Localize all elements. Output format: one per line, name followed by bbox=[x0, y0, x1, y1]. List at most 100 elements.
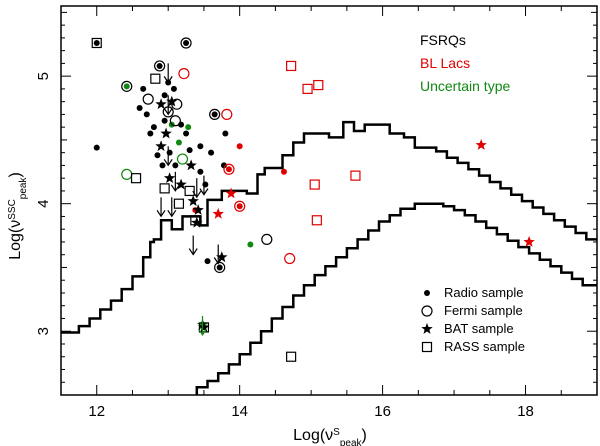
data-point-dot bbox=[136, 105, 143, 112]
type-legend-entry: FSRQs bbox=[420, 32, 466, 48]
marker-legend: Radio sample Fermi sample BAT sample RASS s… bbox=[421, 285, 525, 354]
data-point-star bbox=[212, 207, 224, 219]
data-point-star bbox=[191, 216, 203, 228]
data-point-circle bbox=[121, 80, 133, 92]
data-point-square bbox=[286, 60, 297, 72]
data-point-dot bbox=[211, 111, 218, 118]
data-point-square bbox=[150, 73, 161, 84]
data-point-dot bbox=[236, 143, 243, 150]
y-tick-label: 5 bbox=[35, 72, 52, 80]
marker-legend-symbol bbox=[421, 341, 433, 353]
data-point-dot bbox=[175, 139, 182, 146]
data-point-circle bbox=[180, 37, 192, 49]
data-point-square bbox=[130, 173, 142, 184]
data-point-dot bbox=[225, 166, 232, 173]
upper-limit-arrow bbox=[163, 63, 173, 84]
type-legend-entry: BL Lacs bbox=[420, 55, 470, 71]
data-point-square bbox=[313, 79, 324, 91]
axes-layer bbox=[60, 5, 598, 396]
data-point-star bbox=[216, 251, 228, 263]
data-point-star bbox=[163, 172, 176, 183]
data-point-star bbox=[198, 321, 210, 333]
data-point-dot bbox=[178, 121, 185, 128]
data-point-square bbox=[311, 215, 322, 226]
data-point-star bbox=[475, 139, 487, 150]
x-tick-label: 14 bbox=[231, 403, 248, 420]
data-point-star bbox=[225, 187, 237, 199]
data-point-dot bbox=[143, 111, 150, 118]
data-point-circle bbox=[176, 153, 189, 165]
data-point-circle bbox=[234, 200, 246, 212]
upper-limit-arrow bbox=[188, 235, 198, 256]
data-point-circle bbox=[178, 67, 190, 80]
upper-limit-arrow bbox=[163, 95, 173, 116]
data-point-circle bbox=[221, 108, 233, 121]
data-point-square bbox=[173, 198, 185, 209]
data-point-dot bbox=[161, 92, 168, 99]
marker-legend-label: Fermi sample bbox=[444, 303, 523, 318]
data-point-star bbox=[166, 95, 178, 107]
data-point-dot bbox=[147, 130, 154, 137]
marker-legend-symbol bbox=[421, 323, 433, 334]
upper-limit-arrow bbox=[213, 244, 223, 265]
lower-step-curve bbox=[195, 202, 597, 395]
plot-frame bbox=[60, 5, 598, 396]
upper-limit-arrow bbox=[199, 175, 209, 196]
type-legend-entry: Uncertain type bbox=[420, 78, 510, 94]
data-point-dot bbox=[93, 39, 100, 46]
marker-legend-symbol bbox=[421, 305, 433, 317]
type-legend: FSRQs BL Lacs Uncertain type bbox=[420, 32, 510, 94]
data-point-square bbox=[302, 83, 313, 95]
data-point-square bbox=[184, 185, 195, 197]
data-point-circle bbox=[209, 108, 221, 121]
y-axis-label: Log(νSSCpeak) bbox=[7, 172, 29, 260]
data-point-dot bbox=[247, 241, 254, 248]
data-point-dot bbox=[186, 147, 193, 154]
marker-legend-label: RASS sample bbox=[444, 339, 525, 354]
y-tick-label: 3 bbox=[35, 327, 52, 335]
data-point-circle bbox=[223, 163, 235, 175]
data-point-dot bbox=[150, 124, 157, 131]
data-point-dot bbox=[222, 130, 229, 137]
data-point-star bbox=[160, 127, 172, 139]
data-point-dot bbox=[156, 62, 163, 69]
data-point-dot bbox=[220, 162, 227, 169]
upper-limit-arrow bbox=[156, 197, 166, 218]
data-point-circle bbox=[214, 261, 226, 274]
x-axis-label: Log(νSpeak) bbox=[293, 427, 367, 446]
data-point-circle bbox=[121, 168, 133, 180]
data-point-dot bbox=[123, 83, 130, 90]
x-tick-label: 12 bbox=[88, 403, 105, 420]
x-tick-label: 18 bbox=[517, 403, 534, 420]
data-point-dot bbox=[280, 168, 287, 175]
curves-layer bbox=[61, 120, 597, 395]
data-point-circle bbox=[171, 98, 183, 110]
data-point-square bbox=[91, 37, 102, 49]
data-point-circle bbox=[169, 115, 181, 127]
data-point-dot bbox=[197, 143, 204, 150]
y-tick-label: 4 bbox=[35, 200, 52, 208]
upper-step-curve bbox=[61, 120, 597, 334]
marker-legend-label: BAT sample bbox=[444, 321, 514, 336]
data-point-star bbox=[185, 159, 197, 171]
ticks-layer: 12 14 16 18 3 4 5 bbox=[35, 6, 598, 420]
marker-legend-symbol bbox=[424, 290, 430, 296]
marker-legend-label: Radio sample bbox=[444, 285, 524, 300]
upper-limit-arrow bbox=[170, 171, 180, 192]
data-point-star bbox=[155, 140, 167, 152]
data-point-dot bbox=[140, 85, 147, 92]
points-layer bbox=[91, 37, 535, 362]
data-point-dot bbox=[170, 85, 177, 92]
data-point-square bbox=[159, 183, 170, 194]
upper-limit-arrow bbox=[167, 197, 177, 218]
x-tick-label: 16 bbox=[374, 403, 391, 420]
data-point-dot bbox=[93, 144, 100, 151]
data-point-circle bbox=[142, 93, 154, 105]
data-point-dot bbox=[185, 124, 192, 131]
upper-limit-arrow bbox=[198, 315, 208, 337]
data-point-square bbox=[350, 170, 361, 181]
upper-limit-arrow bbox=[192, 178, 202, 199]
data-point-circle bbox=[154, 60, 166, 72]
data-point-dot bbox=[202, 181, 209, 188]
